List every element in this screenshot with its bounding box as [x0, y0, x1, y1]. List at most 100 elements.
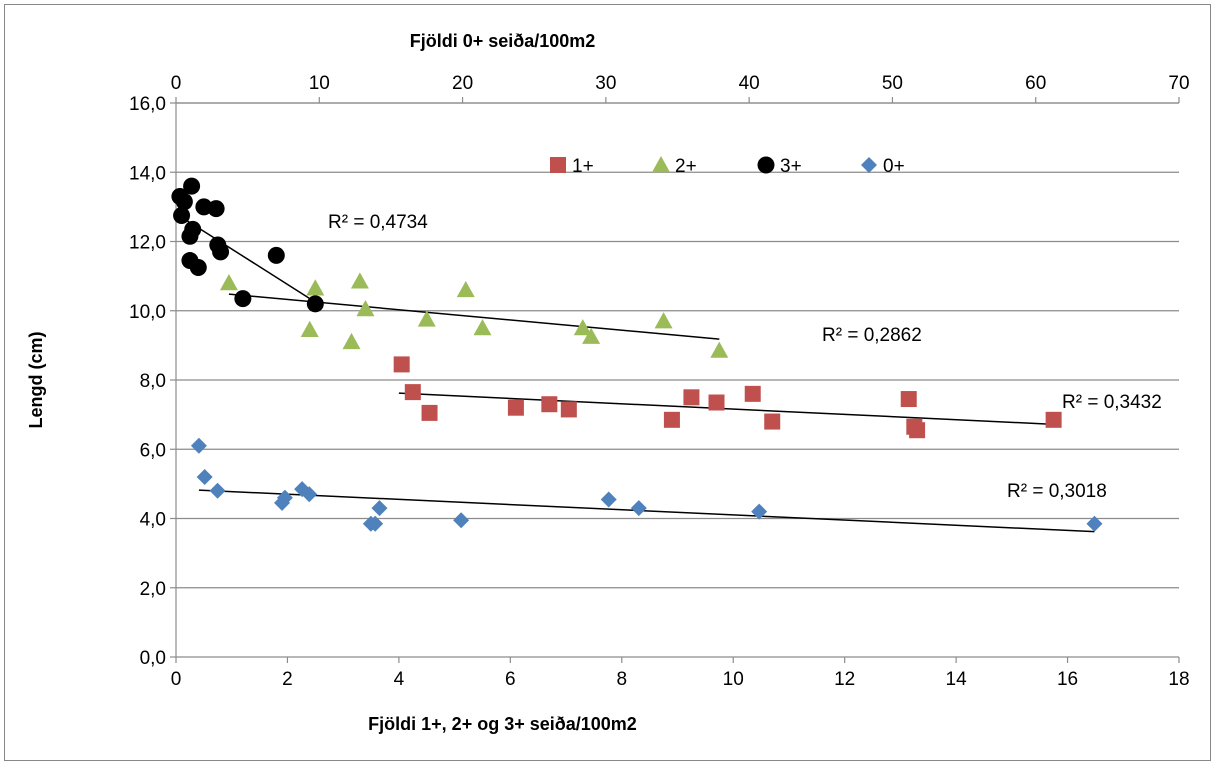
series-2plus-point: [300, 320, 319, 337]
series-2plus-point: [219, 274, 238, 291]
y-tick-label: 8,0: [140, 371, 166, 392]
series-1plus-point: [560, 401, 577, 418]
x-top-tick-label: 40: [739, 73, 760, 94]
series-2plus-point: [306, 279, 325, 296]
y-tick-label: 4,0: [140, 510, 166, 531]
series-0plus-point: [190, 437, 207, 454]
axes: 0,02,04,06,08,010,012,014,016,00 2 4 6 8 10 12…: [26, 31, 1190, 734]
series-0plus-point: [371, 500, 388, 517]
x-bottom-tick-label: 2: [282, 669, 293, 690]
series-1plus-point: [1045, 411, 1062, 428]
x-bottom-tick-label: 12: [834, 669, 855, 690]
x-bottom-tick-label: 18: [1168, 669, 1189, 690]
legend-0plus-marker: [861, 157, 877, 173]
x-top-tick-label: 10: [309, 73, 330, 94]
x-bottom-tick-label: 14: [946, 669, 968, 690]
series-3plus-trendline: [186, 220, 316, 303]
data-points: [171, 177, 1103, 532]
y-tick-label: 2,0: [140, 579, 166, 600]
series-1plus-point: [683, 389, 700, 406]
series-2plus-point: [710, 341, 729, 358]
legend-1plus-label: 1+: [572, 156, 594, 177]
series-0plus-point: [209, 482, 226, 499]
series-2plus-point: [582, 327, 601, 344]
series-1plus-point: [708, 394, 725, 411]
r2-labels: R² = 0,3432 R² = 0,2862 R² = 0,4734 R² = 0,…: [328, 212, 1162, 502]
series-1plus-trendline: [398, 392, 1054, 426]
legend: 1+ 2+ 3+ 0+: [550, 156, 905, 177]
x-top-tick-label: 70: [1168, 73, 1189, 94]
series-2plus-point: [356, 300, 375, 317]
series-2plus-point: [573, 319, 592, 336]
series-2plus-point: [473, 319, 492, 336]
series-3plus-point: [267, 246, 285, 264]
y-tick-label: 10,0: [129, 302, 166, 323]
series-1plus-point: [393, 356, 410, 373]
series-1plus-point: [541, 396, 558, 413]
x-top-tick-label: 30: [595, 73, 616, 94]
series-1plus-point: [909, 422, 926, 439]
series-1plus-point: [764, 413, 781, 430]
series-0plus-point: [276, 489, 293, 506]
y-tick-label: 6,0: [140, 440, 166, 461]
x-top-tick-label: 20: [452, 73, 473, 94]
series-0plus-point: [751, 503, 768, 520]
series-2plus-point: [456, 280, 475, 298]
series-1plus-point: [507, 399, 524, 416]
x-top-tick-label: 0: [171, 73, 182, 94]
x-axis-bottom-title: Fjöldi 1+, 2+ og 3+ seiða/100m2: [368, 714, 637, 734]
series-3plus-point: [173, 207, 191, 225]
series-3plus-point: [212, 243, 230, 261]
series-0plus-trendline: [198, 489, 1095, 533]
legend-2plus-label: 2+: [675, 156, 697, 177]
legend-0plus-label: 0+: [883, 156, 905, 177]
x-bottom-tick-label: 8: [616, 669, 627, 690]
y-tick-label: 14,0: [129, 163, 166, 184]
y-tick-label: 16,0: [129, 94, 166, 115]
x-axis-top-title: Fjöldi 0+ seiða/100m2: [410, 31, 596, 51]
series-0plus-point: [367, 515, 384, 532]
r2-label-0plus: R² = 0,3018: [1007, 481, 1107, 502]
x-bottom-tick-label: 4: [394, 669, 405, 690]
series-3plus-point: [234, 290, 252, 308]
x-bottom-tick-label: 16: [1057, 669, 1078, 690]
series-1plus-point: [663, 411, 680, 428]
trendlines: [186, 220, 1095, 533]
y-tick-label: 0,0: [140, 648, 166, 669]
series-2plus-point: [342, 332, 361, 350]
series-3plus-point: [183, 177, 201, 195]
series-3plus-point: [184, 220, 202, 238]
series-0plus-point: [600, 491, 617, 508]
x-bottom-tick-label: 10: [723, 669, 744, 690]
legend-3plus-marker: [757, 156, 775, 174]
gridlines: [176, 102, 1179, 589]
series-1plus-point: [744, 385, 761, 402]
chart-frame: [4, 4, 1211, 761]
y-axis-title: Lengd (cm): [26, 331, 46, 428]
x-bottom-tick-label: 0: [171, 669, 182, 690]
x-top-tick-label: 60: [1025, 73, 1046, 94]
r2-label-3plus: R² = 0,4734: [328, 212, 428, 233]
series-0plus-point: [453, 512, 470, 529]
legend-3plus-label: 3+: [780, 156, 802, 177]
series-3plus-point: [207, 200, 225, 218]
series-3plus-point: [189, 258, 207, 276]
series-3plus-point: [306, 295, 324, 313]
r2-label-1plus: R² = 0,3432: [1062, 392, 1162, 413]
series-0plus-point: [630, 500, 647, 517]
x-bottom-tick-label: 6: [505, 669, 516, 690]
series-1plus-point: [900, 391, 917, 408]
series-1plus-point: [404, 384, 421, 401]
x-top-tick-label: 50: [882, 73, 903, 94]
legend-1plus-marker: [550, 157, 566, 173]
r2-label-2plus: R² = 0,2862: [822, 325, 922, 346]
series-2plus-point: [654, 312, 673, 329]
series-2plus-trendline: [228, 293, 720, 340]
series-0plus-point: [1086, 515, 1103, 532]
legend-2plus-marker: [652, 156, 670, 173]
y-tick-label: 12,0: [129, 233, 166, 254]
series-2plus-point: [417, 310, 436, 327]
series-0plus-point: [301, 486, 318, 503]
series-2plus-point: [350, 272, 369, 289]
